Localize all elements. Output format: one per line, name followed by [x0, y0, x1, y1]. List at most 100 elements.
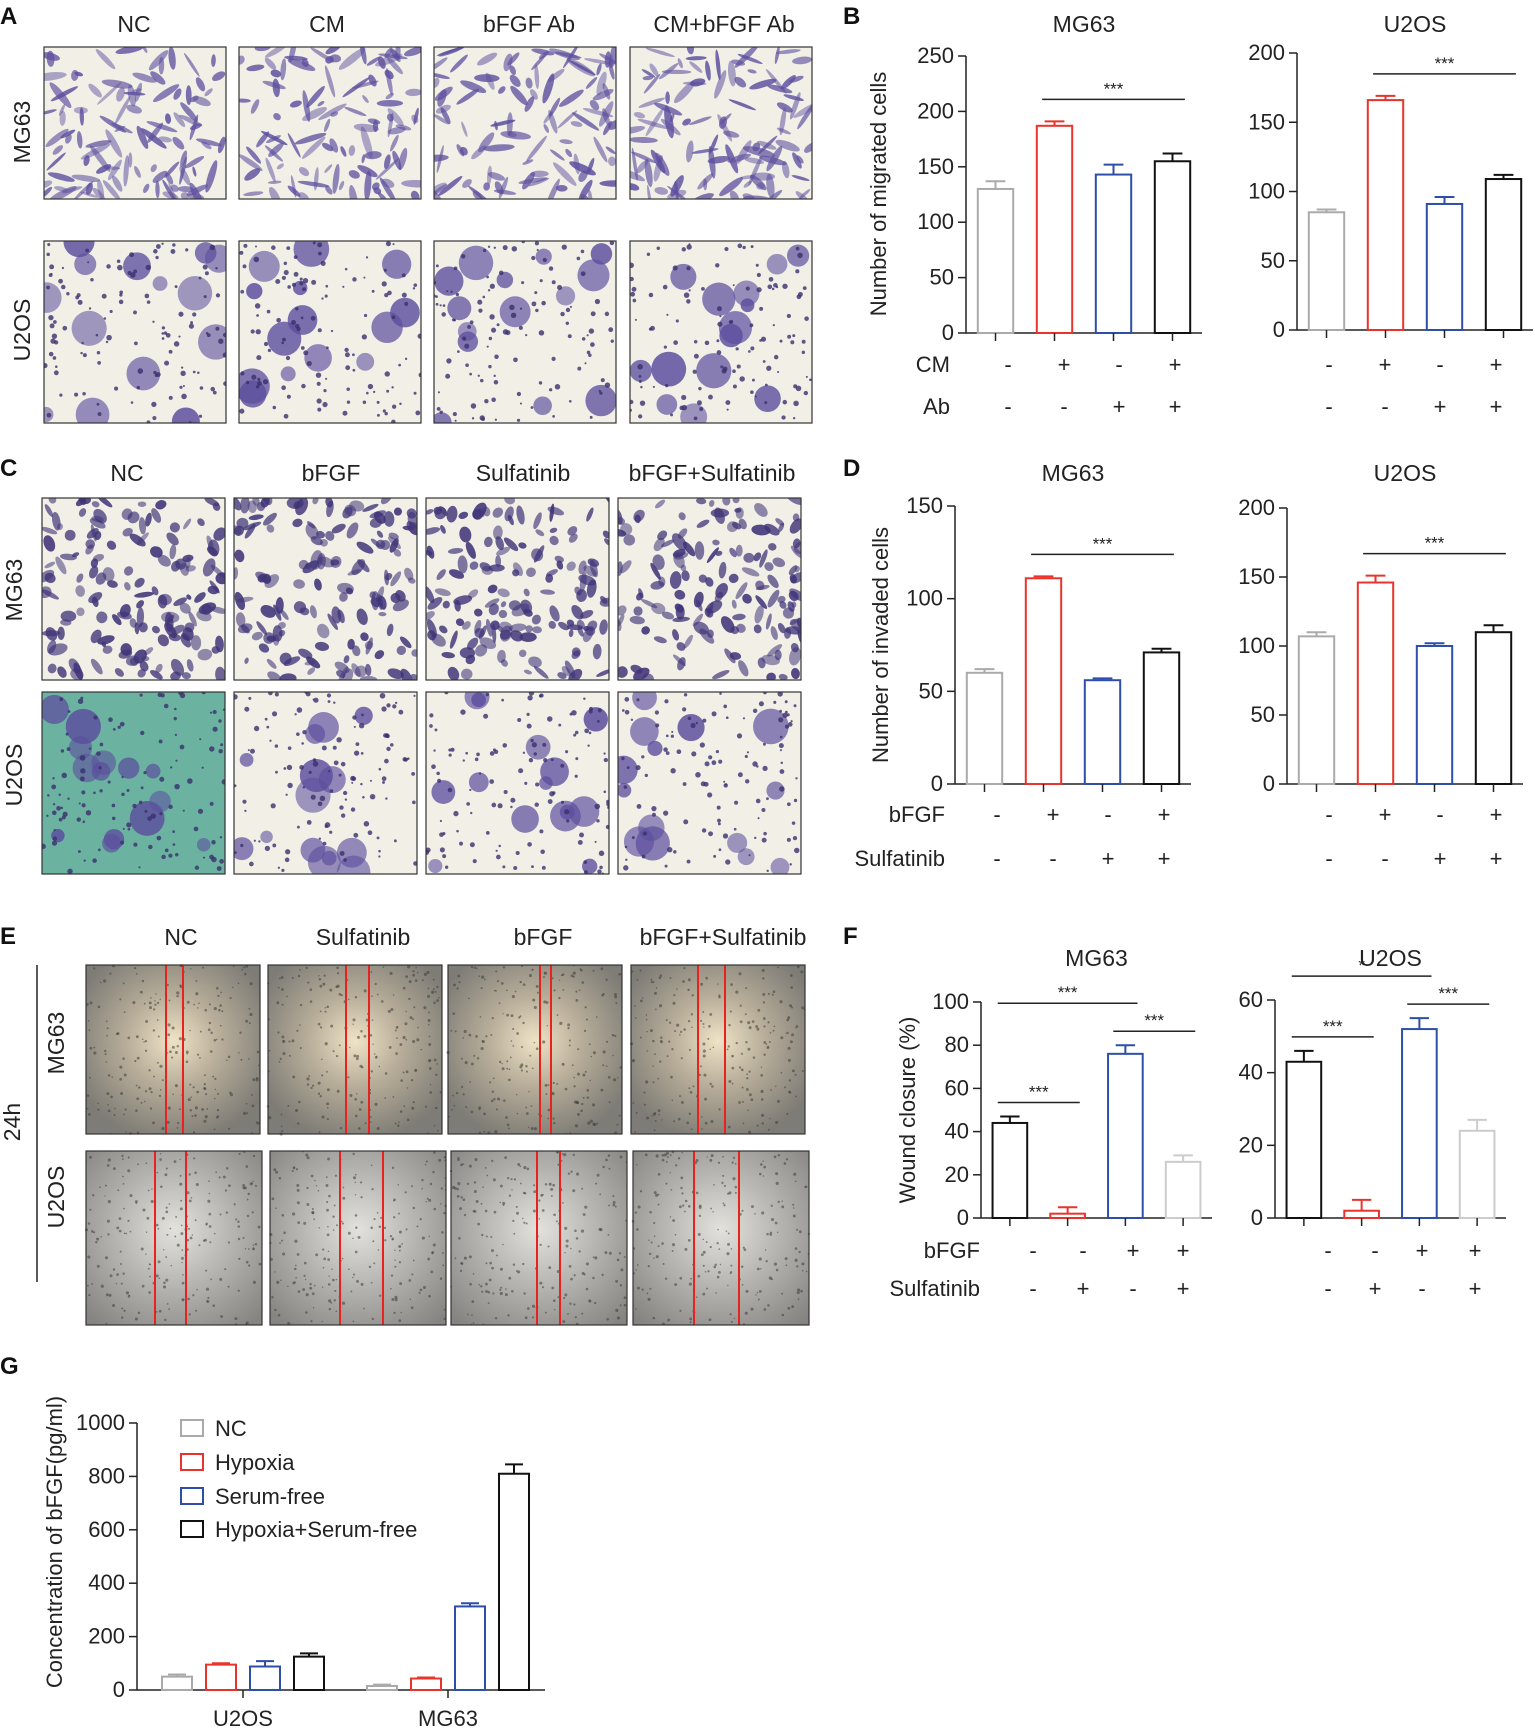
- chart-b-mg63: Number of migrated cells MG63 0 50 100 150 20…: [866, 11, 1202, 345]
- chart-f-u2os-title: U2OS: [1359, 945, 1422, 971]
- chart-d-mg63-ylabel: Number of invaded cells: [868, 527, 893, 763]
- chart-b-u2os-bar-3: [1484, 178, 1523, 331]
- panel-f-conditions: bFGF - - + + - - + + Sulfatinib - + - + - + - +: [889, 1238, 1481, 1301]
- chart-d-u2os-ytick-label: 100: [1238, 633, 1275, 658]
- chart-f-u2os-bar-3: [1458, 1129, 1496, 1220]
- panel-c-micrographs: NC bFGF Sulfatinib bFGF+Sulfatinib MG63 …: [1, 460, 802, 875]
- legend-label-nc: NC: [215, 1416, 247, 1441]
- panel-c-col-sulfatinib: Sulfatinib: [476, 460, 571, 486]
- chart-g-category-mg63: MG63: [418, 1706, 478, 1729]
- panel-d-conditions-sign-0-1-2: +: [1102, 846, 1115, 871]
- chart-d-mg63-bar-0: [965, 671, 1004, 785]
- chart-b-mg63-ytick-label: 200: [917, 98, 954, 123]
- panel-b-conditions-label-1: Ab: [923, 394, 950, 419]
- chart-g-bar-0-3: [293, 1655, 325, 1691]
- panel-c-col-nc: NC: [110, 460, 143, 486]
- chart-b-mg63-ytick-label: 0: [942, 320, 954, 345]
- chart-g-bar-1-1: [410, 1677, 442, 1692]
- chart-f-u2os-ytick-label: 60: [1239, 987, 1263, 1012]
- panel-b-conditions-sign-0-1-3: +: [1169, 394, 1182, 419]
- chart-f-mg63-sig-label-1: ***: [1058, 983, 1078, 1002]
- chart-b-mg63-ylabel: Number of migrated cells: [866, 72, 891, 317]
- panel-f-conditions-sign-0-1-1: +: [1077, 1276, 1090, 1301]
- chart-b-mg63-bar-0: [976, 187, 1015, 334]
- panel-e-col-sulfatinib: Sulfatinib: [316, 924, 411, 950]
- chart-b-mg63-ytick-label: 250: [917, 43, 954, 68]
- legend-label-hypoxia-serum-free: Hypoxia+Serum-free: [215, 1517, 417, 1542]
- panel-c-row-mg63: MG63: [1, 559, 27, 622]
- panel-a-row-mg63: MG63: [9, 101, 35, 164]
- chart-b-u2os-bar-1: [1366, 99, 1405, 331]
- panel-label-f: F: [843, 923, 858, 950]
- chart-b-u2os: U2OS 0 50 100 150 200 ***: [1248, 11, 1533, 342]
- panel-b-conditions-sign-0-1-2: +: [1113, 394, 1126, 419]
- chart-f-mg63-sig-label-2: ***: [1144, 1011, 1164, 1030]
- panel-f-conditions-sign-1-0-1: -: [1371, 1238, 1378, 1263]
- chart-b-u2os-bar-2: [1425, 202, 1464, 331]
- chart-f-mg63-ylabel: Wound closure (%): [895, 1017, 920, 1204]
- panel-d-conditions-label-0: bFGF: [889, 802, 945, 827]
- chart-d-u2os-sig-label-0: ***: [1425, 534, 1445, 553]
- panel-e-time-label: 24h: [0, 1103, 25, 1141]
- panel-b-conditions: CM - + - + - + - + Ab - - + + - - + +: [916, 352, 1503, 419]
- chart-g-ytick-label: 1000: [76, 1410, 125, 1435]
- panel-b-conditions-sign-1-1-1: -: [1381, 394, 1388, 419]
- chart-g-bar-1-3: [498, 1472, 530, 1691]
- chart-f-mg63-title: MG63: [1065, 945, 1128, 971]
- panel-e-row-u2os: U2OS: [43, 1166, 69, 1229]
- chart-g-category-u2os: U2OS: [213, 1706, 273, 1729]
- panel-f-conditions-sign-1-1-2: -: [1418, 1276, 1425, 1301]
- chart-f-mg63-ytick-label: 0: [957, 1205, 969, 1230]
- chart-g-ytick-label: 0: [113, 1677, 125, 1702]
- panel-d-conditions-sign-1-0-3: +: [1490, 802, 1503, 827]
- chart-b-mg63-sig-label-0: ***: [1104, 79, 1124, 98]
- panel-b-conditions-sign-0-1-1: -: [1060, 394, 1067, 419]
- chart-f-mg63-ytick-label: 20: [945, 1162, 969, 1187]
- panel-f-conditions-sign-1-0-2: +: [1416, 1238, 1429, 1263]
- panel-c-col-bfgf: bFGF: [302, 460, 361, 486]
- panel-d-conditions: bFGF - + - + - + - + Sulfatinib - - + + - - + +: [854, 802, 1502, 871]
- panel-a-col-cm: CM: [309, 11, 345, 37]
- chart-b-mg63-bar-1: [1035, 124, 1074, 334]
- panel-b-conditions-sign-0-1-0: -: [1004, 394, 1011, 419]
- panel-b-conditions-sign-1-0-3: +: [1490, 352, 1503, 377]
- panel-d-conditions-sign-1-0-0: -: [1325, 802, 1332, 827]
- chart-f-mg63-bar-0: [991, 1121, 1029, 1219]
- chart-f-mg63-ytick-label: 40: [945, 1119, 969, 1144]
- panel-d-conditions-sign-0-1-1: -: [1049, 846, 1056, 871]
- chart-g-ytick-label: 800: [88, 1463, 125, 1488]
- panel-d-conditions-sign-0-0-0: -: [993, 802, 1000, 827]
- panel-d-conditions-sign-0-0-2: -: [1104, 802, 1111, 827]
- chart-d-mg63-ytick-label: 150: [906, 493, 943, 518]
- panel-f-conditions-sign-0-1-3: +: [1177, 1276, 1190, 1301]
- chart-b-mg63-title: MG63: [1053, 11, 1116, 37]
- chart-d-mg63: Number of invaded cells MG63 0 50 100 150 ***: [868, 460, 1191, 796]
- chart-g-bfgf-concentration: Concentration of bFGF(pg/ml) U2OS MG63 N…: [42, 1396, 545, 1729]
- chart-d-mg63-bar-3: [1142, 651, 1181, 785]
- panel-f-conditions-sign-0-0-2: +: [1127, 1238, 1140, 1263]
- panel-b-conditions-sign-1-1-3: +: [1490, 394, 1503, 419]
- chart-d-mg63-ytick-label: 0: [931, 771, 943, 796]
- panel-d-conditions-label-1: Sulfatinib: [854, 846, 945, 871]
- chart-d-mg63-ytick-label: 100: [906, 586, 943, 611]
- panel-b-conditions-sign-0-0-1: +: [1058, 352, 1071, 377]
- chart-g-bar-0-2: [249, 1665, 281, 1692]
- chart-g-bar-1-0: [366, 1684, 398, 1691]
- panel-b-conditions-label-0: CM: [916, 352, 950, 377]
- chart-b-mg63-ytick-label: 50: [930, 265, 954, 290]
- chart-g-legend: NC Hypoxia Serum-free Hypoxia+Serum-free: [180, 1416, 417, 1542]
- chart-g-bar-0-0: [161, 1675, 193, 1692]
- chart-d-mg63-ytick-label: 50: [919, 678, 943, 703]
- chart-b-u2os-sig-label-0: ***: [1435, 54, 1455, 73]
- panel-c-col-bfgf-sulfatinib: bFGF+Sulfatinib: [629, 460, 796, 486]
- panel-d-conditions-sign-1-0-2: -: [1436, 802, 1443, 827]
- chart-b-u2os-ytick-label: 0: [1273, 317, 1285, 342]
- chart-d-mg63-title: MG63: [1042, 460, 1105, 486]
- panel-f-conditions-label-0: bFGF: [924, 1238, 980, 1263]
- chart-d-mg63-sig-label-0: ***: [1093, 534, 1113, 553]
- chart-f-mg63-bar-3: [1164, 1160, 1202, 1219]
- chart-f-u2os-ytick-label: 40: [1239, 1060, 1263, 1085]
- chart-g-bar-1-2: [454, 1605, 486, 1691]
- panel-f-conditions-sign-0-1-2: -: [1129, 1276, 1136, 1301]
